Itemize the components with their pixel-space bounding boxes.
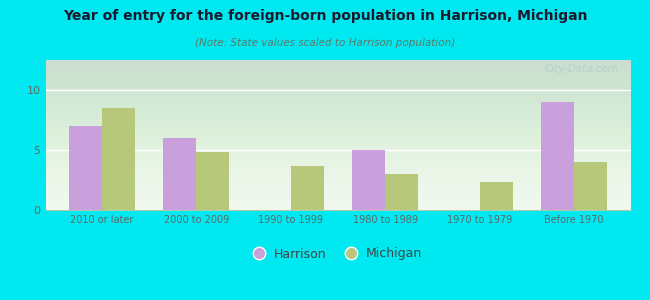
Bar [69,126,102,210]
Bar [541,102,574,210]
Bar [196,152,229,210]
Bar [163,138,196,210]
Bar [385,174,418,210]
Bar [574,162,607,210]
Bar [480,182,513,210]
Legend: Harrison, Michigan: Harrison, Michigan [248,241,428,267]
Bar [102,108,135,210]
Text: City-Data.com: City-Data.com [545,64,619,74]
Text: Year of entry for the foreign-born population in Harrison, Michigan: Year of entry for the foreign-born popul… [63,9,587,23]
Bar [291,166,324,210]
Bar [352,150,385,210]
Text: (Note: State values scaled to Harrison population): (Note: State values scaled to Harrison p… [195,38,455,47]
